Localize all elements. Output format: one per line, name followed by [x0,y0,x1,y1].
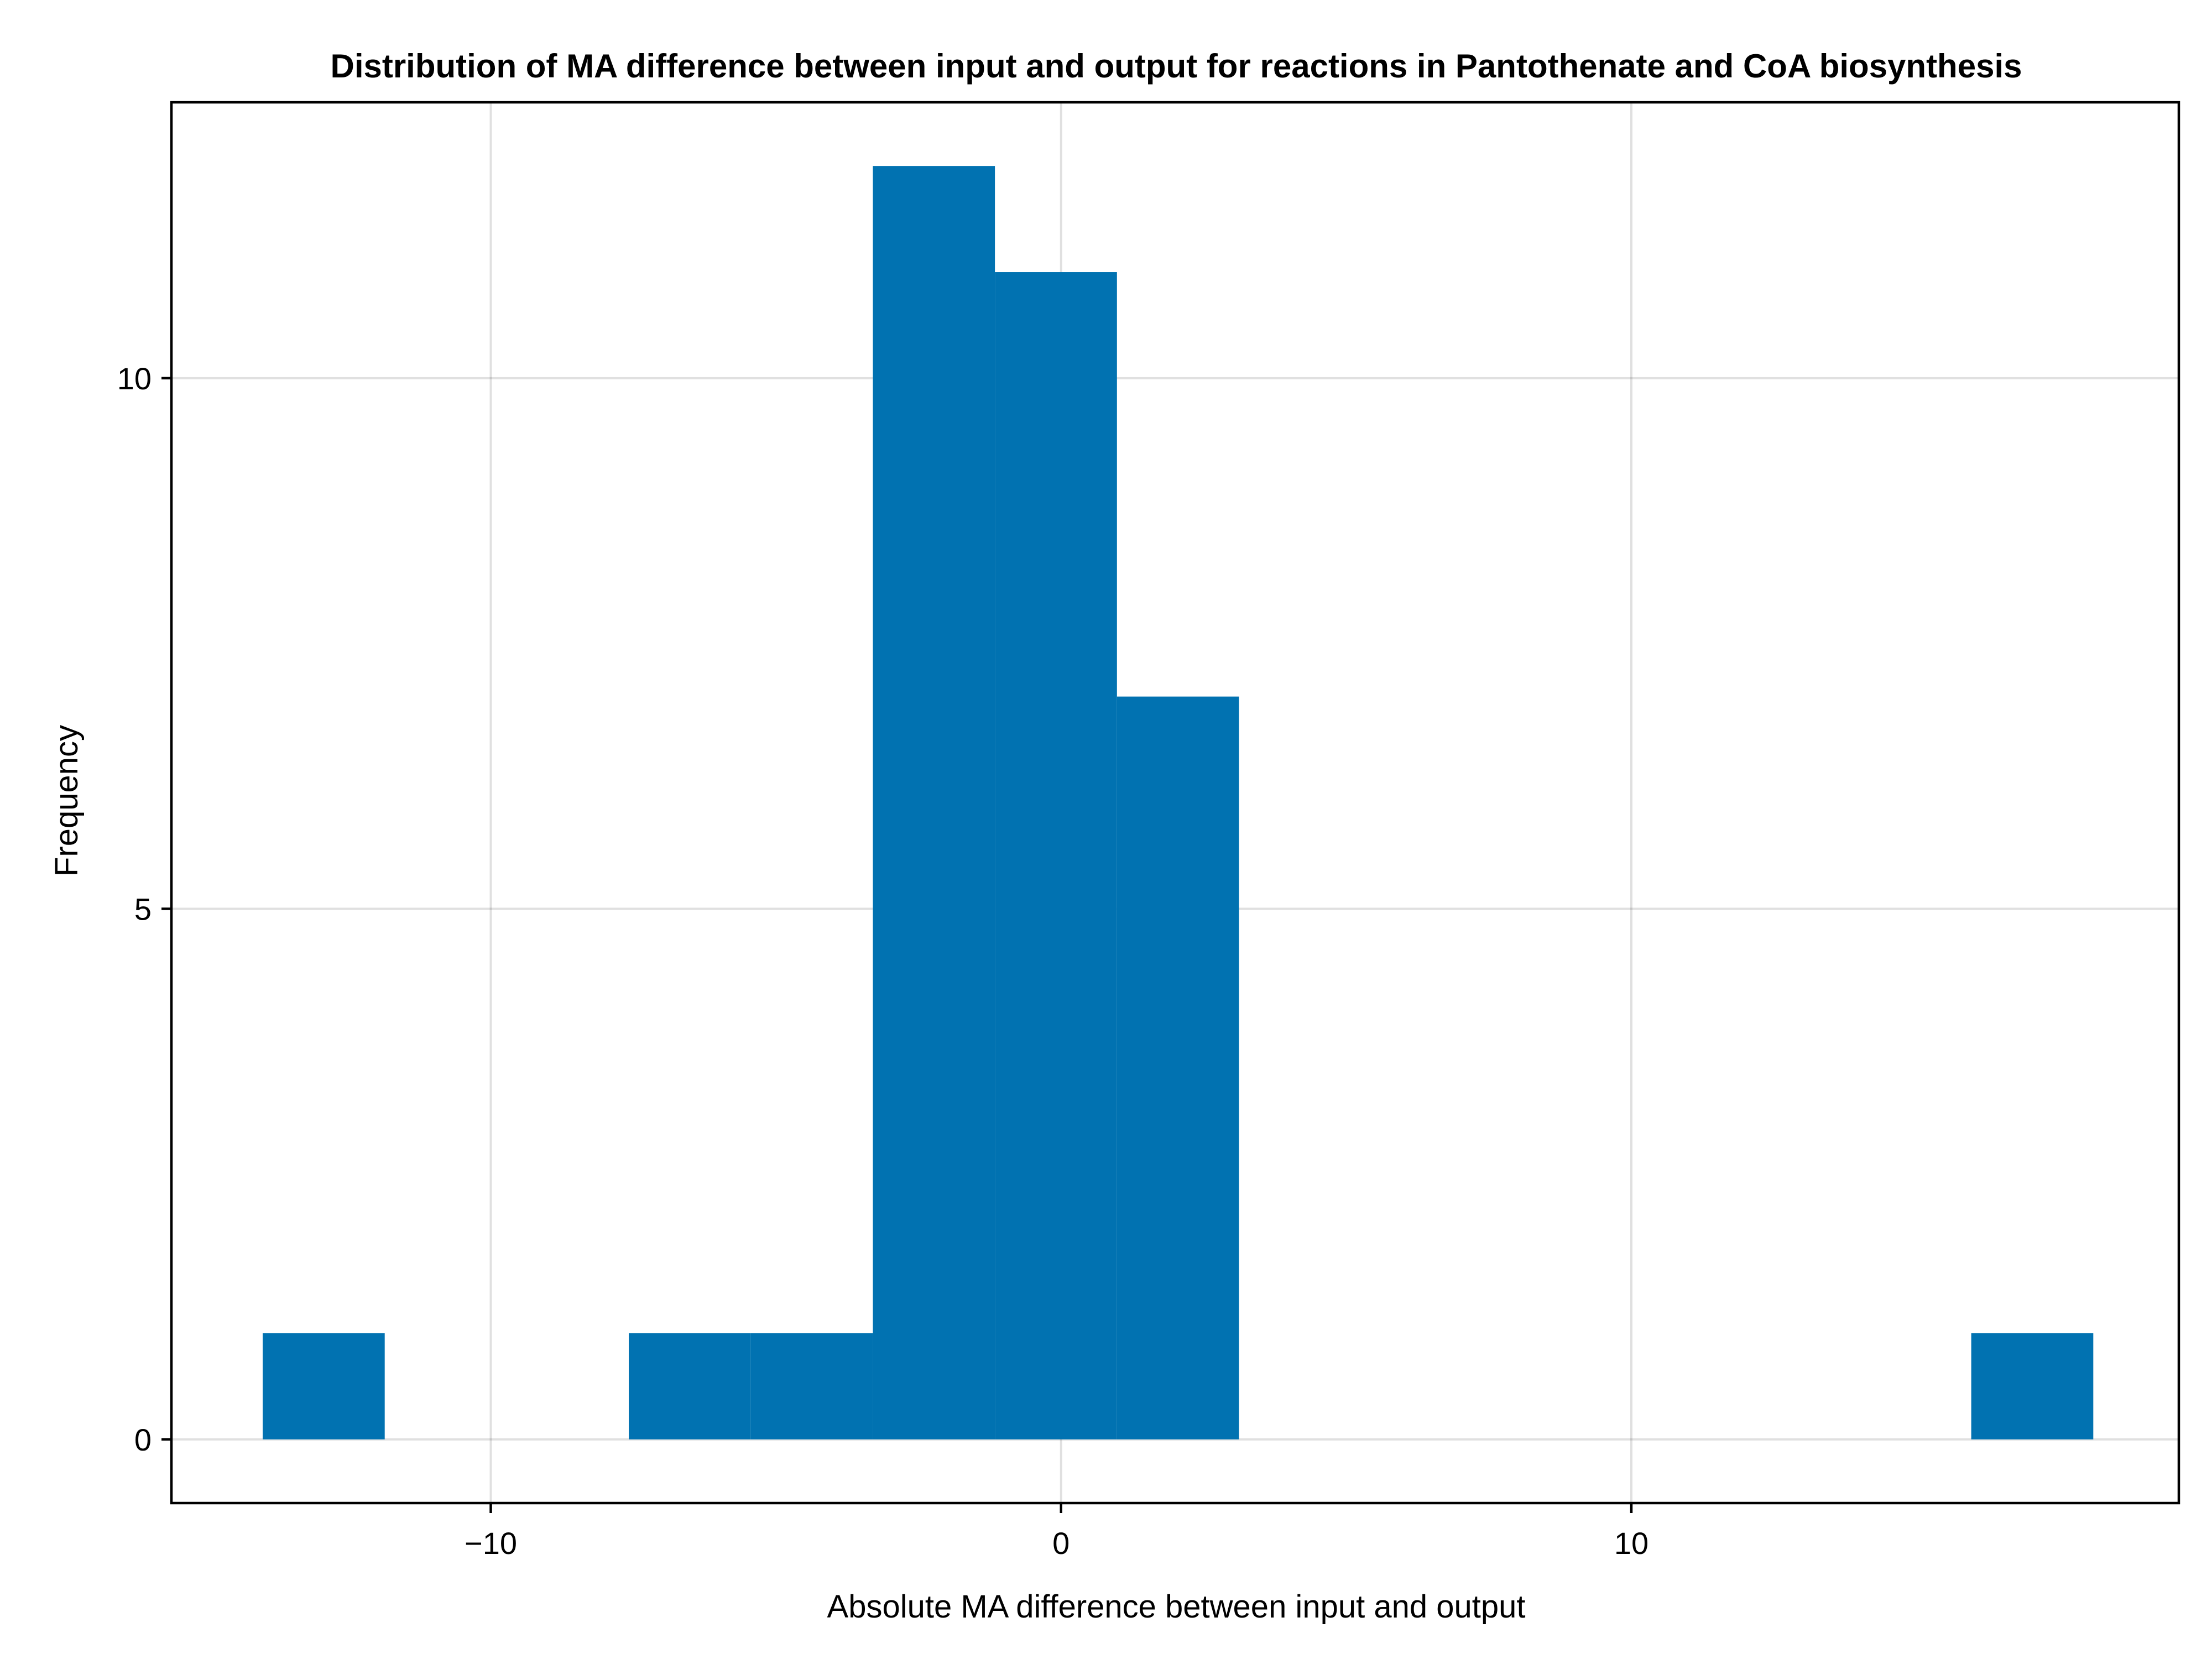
histogram-bar [995,272,1117,1439]
histogram-bar [750,1333,873,1439]
chart-title: Distribution of MA difference between in… [330,48,2022,85]
plot-frame [170,101,2180,1505]
histogram-bars [263,166,2094,1439]
histogram-bar [873,166,995,1439]
y-tick-label: 5 [134,891,152,926]
x-axis-label: Absolute MA difference between input and… [827,1589,1526,1625]
histogram-bar [1117,696,1239,1439]
histogram-bar [629,1333,751,1439]
y-tick-label: 0 [134,1422,152,1457]
axis-ticks: −10 0 10 0 5 10 [117,361,1648,1561]
histogram-bar [1971,1333,2094,1439]
y-axis-label: Frequency [49,725,85,877]
x-tick-label: 0 [1052,1526,1070,1561]
y-tick-label: 10 [117,361,152,396]
histogram-bar [263,1333,385,1439]
x-tick-label: 10 [1614,1526,1648,1561]
x-tick-label: −10 [465,1526,517,1561]
